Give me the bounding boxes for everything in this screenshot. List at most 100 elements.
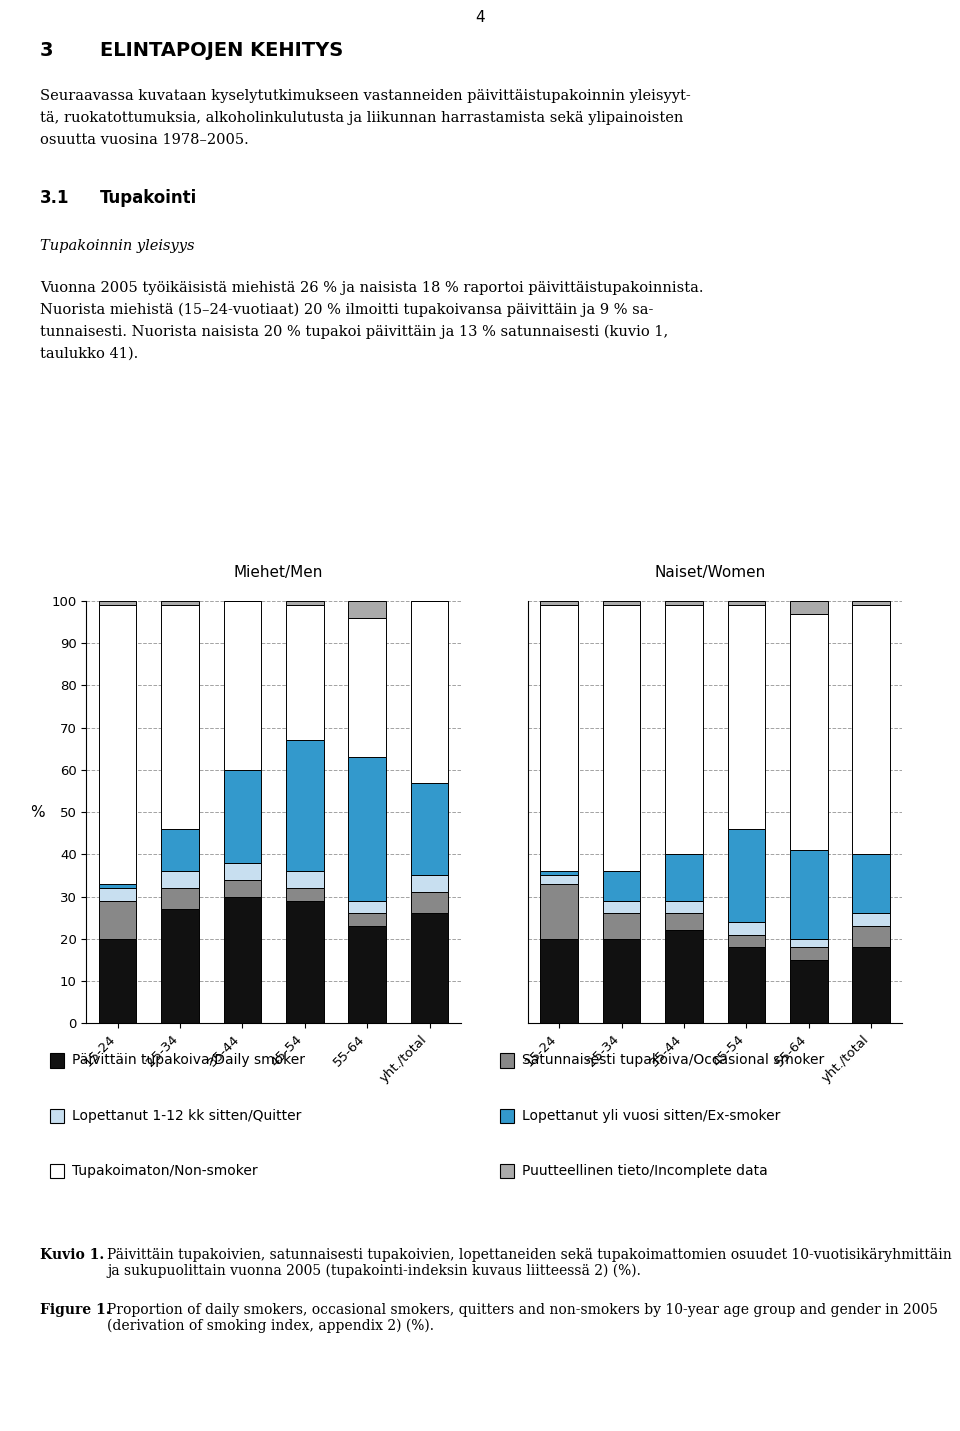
Bar [540,884,578,939]
Bar [728,605,765,829]
Bar [348,618,386,757]
Bar [411,913,448,1023]
Text: Figure 1.: Figure 1. [40,1302,110,1317]
Text: Miehet/Men: Miehet/Men [233,565,324,580]
Bar [852,947,890,1023]
Bar [728,922,765,934]
Bar [790,947,828,960]
Bar [411,876,448,893]
Bar [500,1053,514,1068]
Text: ELINTAPOJEN KEHITYS: ELINTAPOJEN KEHITYS [100,41,344,60]
Bar [500,1109,514,1122]
Bar [99,884,136,889]
Bar [603,601,640,605]
Text: Proportion of daily smokers, occasional smokers, quitters and non-smokers by 10-: Proportion of daily smokers, occasional … [107,1302,938,1334]
Bar [99,889,136,900]
Bar [50,1053,64,1068]
Bar [99,900,136,939]
Text: taulukko 41).: taulukko 41). [40,346,138,361]
Y-axis label: %: % [30,804,45,820]
Bar [286,605,324,740]
Bar [852,926,890,947]
Bar [728,601,765,605]
Bar [348,601,386,618]
Text: Päivittäin tupakoivien, satunnaisesti tupakoivien, lopettaneiden sekä tupakoimat: Päivittäin tupakoivien, satunnaisesti tu… [107,1248,951,1278]
Bar [50,1109,64,1122]
Bar [665,930,703,1023]
Bar [224,770,261,863]
Bar [161,871,199,889]
Text: Päivittäin tupakoiva/Daily smoker: Päivittäin tupakoiva/Daily smoker [72,1053,305,1068]
Bar [665,913,703,930]
Text: Tupakoinnin yleisyys: Tupakoinnin yleisyys [40,239,195,253]
Bar [790,939,828,947]
Bar [790,601,828,614]
Bar [348,757,386,900]
Bar [411,783,448,876]
Bar [665,605,703,854]
Bar [603,900,640,913]
Bar [728,947,765,1023]
Text: Puutteellinen tieto/Incomplete data: Puutteellinen tieto/Incomplete data [522,1163,768,1178]
Bar [286,740,324,871]
Bar [161,889,199,909]
Bar [224,896,261,1023]
Bar [50,1163,64,1178]
Text: Lopettanut yli vuosi sitten/Ex-smoker: Lopettanut yli vuosi sitten/Ex-smoker [522,1109,780,1122]
Bar [540,601,578,605]
Bar [500,1163,514,1178]
Bar [790,960,828,1023]
Text: 3.1: 3.1 [40,189,69,206]
Text: Kuvio 1.: Kuvio 1. [40,1248,105,1262]
Bar [603,605,640,871]
Bar [99,601,136,605]
Text: 3: 3 [40,41,54,60]
Text: Nuorista miehistä (15–24-vuotiaat) 20 % ilmoitti tupakoivansa päivittäin ja 9 % : Nuorista miehistä (15–24-vuotiaat) 20 % … [40,302,654,316]
Bar [411,893,448,913]
Text: osuutta vuosina 1978–2005.: osuutta vuosina 1978–2005. [40,133,249,147]
Bar [603,871,640,900]
Bar [728,934,765,947]
Text: Lopettanut 1-12 kk sitten/Quitter: Lopettanut 1-12 kk sitten/Quitter [72,1109,301,1122]
Bar [99,939,136,1023]
Text: tä, ruokatottumuksia, alkoholinkulutusta ja liikunnan harrastamista sekä ylipain: tä, ruokatottumuksia, alkoholinkulutusta… [40,110,684,124]
Text: Tupakoimaton/Non-smoker: Tupakoimaton/Non-smoker [72,1163,257,1178]
Bar [790,614,828,850]
Bar [99,605,136,884]
Bar [852,601,890,605]
Text: 4: 4 [475,10,485,24]
Bar [348,913,386,926]
Bar [286,601,324,605]
Bar [411,601,448,783]
Bar [852,913,890,926]
Bar [540,876,578,884]
Bar [224,863,261,880]
Bar [286,871,324,889]
Bar [728,829,765,922]
Bar [665,601,703,605]
Bar [161,601,199,605]
Text: Tupakointi: Tupakointi [100,189,197,206]
Bar [540,605,578,871]
Bar [224,601,261,770]
Bar [348,926,386,1023]
Bar [224,880,261,896]
Bar [790,850,828,939]
Bar [665,900,703,913]
Text: Vuonna 2005 työikäisistä miehistä 26 % ja naisista 18 % raportoi päivittäistupak: Vuonna 2005 työikäisistä miehistä 26 % j… [40,280,704,295]
Bar [852,605,890,854]
Bar [348,900,386,913]
Text: Seuraavassa kuvataan kyselytutkimukseen vastanneiden päivittäistupakoinnin yleis: Seuraavassa kuvataan kyselytutkimukseen … [40,89,691,103]
Bar [852,854,890,913]
Text: tunnaisesti. Nuorista naisista 20 % tupakoi päivittäin ja 13 % satunnaisesti (ku: tunnaisesti. Nuorista naisista 20 % tupa… [40,325,668,339]
Bar [603,939,640,1023]
Bar [286,900,324,1023]
Bar [161,605,199,829]
Bar [286,889,324,900]
Bar [161,829,199,871]
Bar [161,909,199,1023]
Bar [603,913,640,939]
Bar [540,939,578,1023]
Text: Satunnaisesti tupakoiva/Occasional smoker: Satunnaisesti tupakoiva/Occasional smoke… [522,1053,825,1068]
Text: Naiset/Women: Naiset/Women [655,565,766,580]
